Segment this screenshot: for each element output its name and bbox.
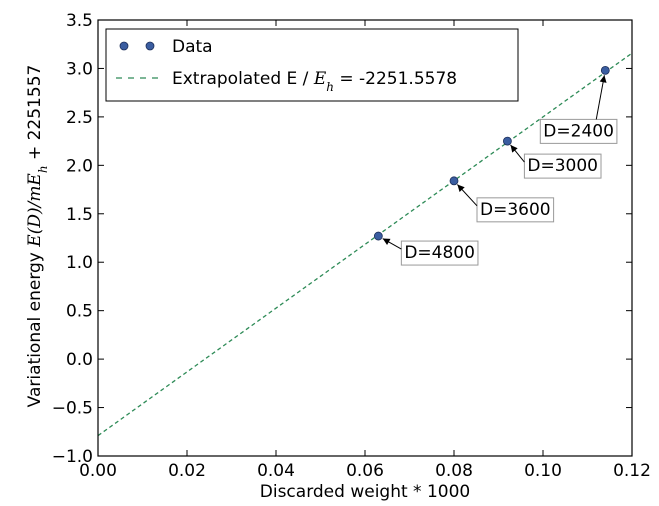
extrapolated-line	[98, 52, 632, 437]
y-tick-label-0: −1.0	[52, 447, 93, 467]
legend-box	[105, 28, 519, 102]
legend: Data Extrapolated E / Eh = -2251.5578	[105, 28, 519, 102]
annotation-label-0: D=4800	[404, 243, 475, 263]
annotation-box-3	[539, 118, 618, 144]
x-tick-label-0: 0.00	[79, 461, 117, 481]
legend-marker-data-b	[145, 41, 155, 51]
legend-label-extrapolated: Extrapolated E / Eh = -2251.5578	[172, 69, 457, 94]
legend-marker-data-a	[119, 41, 129, 51]
axes-layer: 0.00 0.02 0.04 0.06 0.08 0.10 0.12 −1.0 −0.5 0.0 0…	[25, 11, 651, 502]
x-tick-label-5: 0.10	[524, 461, 562, 481]
x-tick-label-6: 0.12	[613, 461, 651, 481]
annotation-label-1: D=3600	[480, 200, 551, 220]
y-tick-label-9: 3.5	[66, 11, 93, 31]
annotation-arrowhead-1	[457, 184, 465, 193]
annotation-box-1	[476, 197, 555, 223]
y-axis-label: Variational energy E(D)/mEh + 2251557	[25, 65, 50, 408]
annotation-layer: D=4800 D=3600 D=3000 D=2400	[382, 75, 618, 266]
extrapolated-line-group	[98, 52, 632, 437]
annotation-arrowhead-0	[382, 238, 391, 246]
x-axis-label: Discarded weight * 1000	[260, 482, 470, 502]
x-tick-label-2: 0.04	[257, 461, 295, 481]
data-point-2	[502, 136, 512, 146]
x-tick-label-4: 0.08	[435, 461, 473, 481]
x-tick-label-3: 0.06	[346, 461, 384, 481]
data-point-3	[600, 65, 610, 75]
data-point-0	[373, 231, 383, 241]
legend-label-data: Data	[172, 37, 213, 57]
y-tick-label-5: 1.5	[66, 205, 93, 225]
y-tick-label-2: 0.0	[66, 350, 93, 370]
y-tick-label-1: −0.5	[52, 399, 93, 419]
annotation-arrow-3	[595, 75, 605, 120]
plot-layer	[98, 52, 632, 437]
y-tick-label-7: 2.5	[66, 108, 93, 128]
annotation-arrowhead-3	[599, 75, 607, 83]
y-tick-label-4: 1.0	[66, 253, 93, 273]
annotation-box-0	[400, 240, 479, 266]
annotation-box-2	[523, 153, 602, 179]
annotation-arrowhead-2	[510, 144, 518, 153]
x-tick-label-1: 0.02	[168, 461, 206, 481]
annotation-label-3: D=2400	[543, 121, 614, 141]
y-tick-label-3: 0.5	[66, 302, 93, 322]
y-tick-label-8: 3.0	[66, 59, 93, 79]
data-point-1	[449, 176, 459, 186]
annotation-label-2: D=3000	[527, 156, 598, 176]
y-tick-label-6: 2.0	[66, 156, 93, 176]
